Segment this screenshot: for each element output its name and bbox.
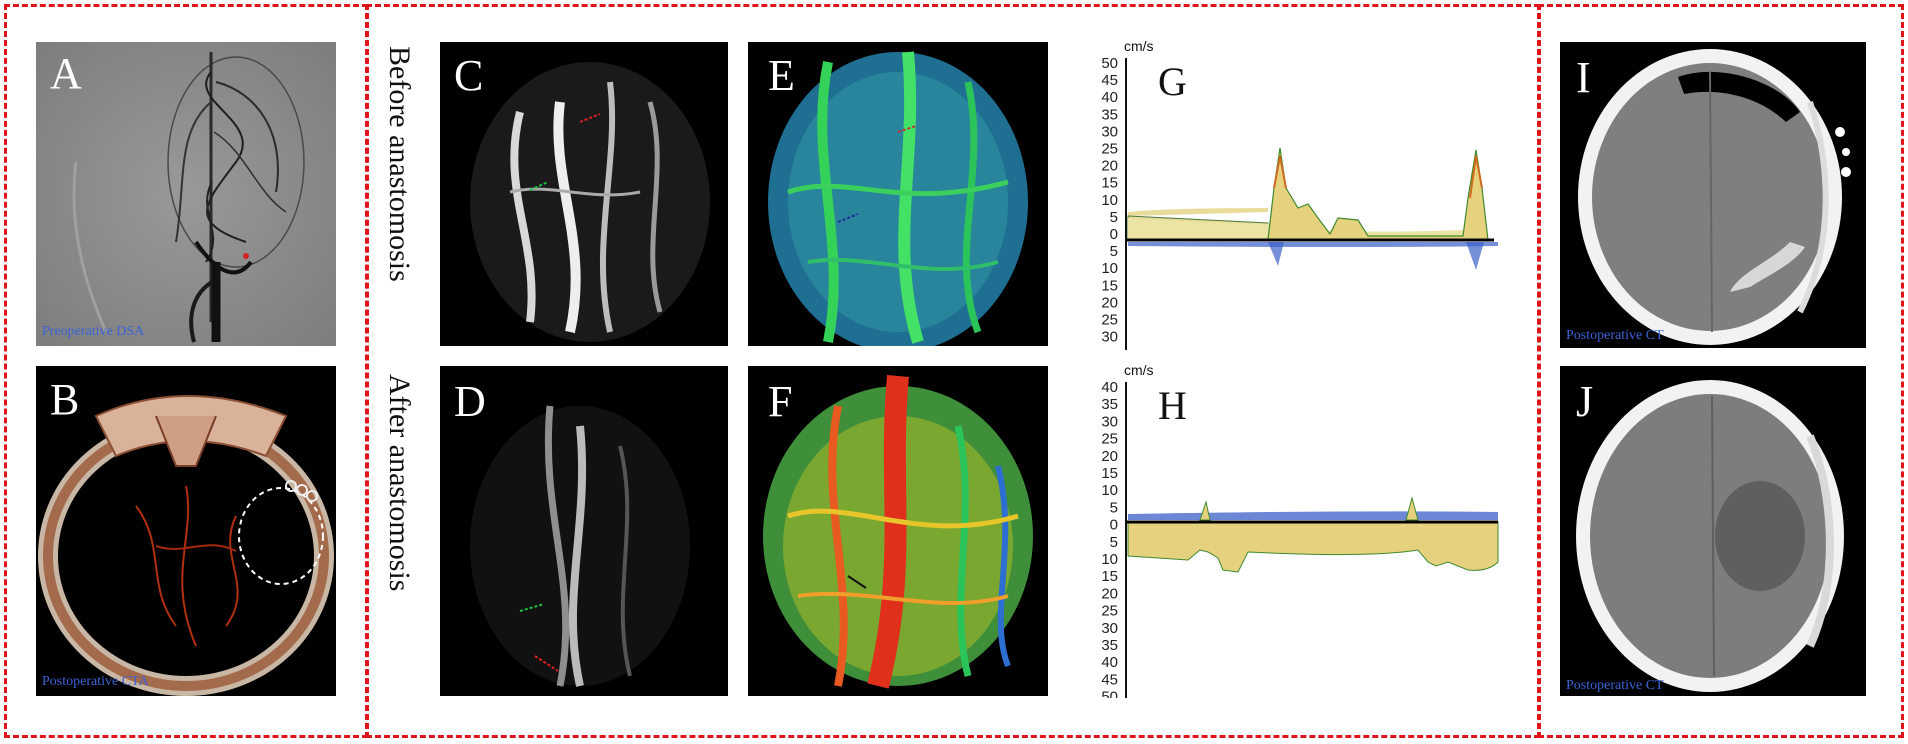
panel-h-letter: H	[1158, 383, 1187, 428]
doppler-tick-label: 45	[1101, 72, 1118, 89]
doppler-tick-label: 20	[1101, 448, 1118, 465]
panel-i-caption: Postoperative CT	[1566, 328, 1664, 343]
panel-f-letter: F	[768, 377, 793, 426]
panel-j-ct-image: J Postoperative CT	[1560, 366, 1866, 696]
icg-before-graphic	[470, 62, 710, 342]
panel-c-icg-image: C	[440, 42, 728, 346]
panel-d-icg-image: D	[440, 366, 728, 696]
doppler-tick-label: 30	[1101, 413, 1118, 430]
panel-h-unit: cm/s	[1124, 362, 1154, 378]
doppler-tick-label: 40	[1101, 654, 1118, 671]
panel-j-caption: Postoperative CT	[1566, 678, 1664, 693]
doppler-tick-label: 10	[1101, 260, 1118, 277]
doppler-tick-label: 40	[1101, 89, 1118, 106]
panel-c-letter: C	[454, 51, 484, 100]
doppler-tick-label: 10	[1101, 551, 1118, 568]
doppler-tick-label: 0	[1110, 226, 1118, 243]
doppler-tick-label: 30	[1101, 620, 1118, 637]
doppler-tick-label: 35	[1101, 637, 1118, 654]
ct-axial-i-graphic	[1578, 49, 1851, 345]
panel-i-ct-image: I Postoperative CT	[1560, 42, 1866, 348]
panel-f-flow-map: F	[748, 366, 1048, 696]
doppler-tick-label: 10	[1101, 482, 1118, 499]
doppler-tick-label: 25	[1101, 431, 1118, 448]
panel-i-letter: I	[1576, 53, 1591, 102]
panel-h-doppler: 40 35 30 25 20 15 10 5 0 5 10 15 20 25 30 35 40 45 50 H cm…	[1068, 362, 1506, 698]
doppler-tick-label: 20	[1101, 294, 1118, 311]
doppler-tick-label: 15	[1101, 175, 1118, 192]
panel-g-letter: G	[1158, 59, 1187, 104]
panel-b-cta-image: B Postoperative CTA	[36, 366, 336, 696]
row-label-after: After anastomosis	[383, 374, 416, 592]
doppler-tick-label: 30	[1101, 123, 1118, 140]
ct-axial-j-graphic	[1576, 380, 1844, 692]
doppler-tick-label: 10	[1101, 192, 1118, 209]
doppler-tick-label: 45	[1101, 671, 1118, 688]
doppler-tick-label: 5	[1110, 209, 1118, 226]
doppler-tick-label: 20	[1101, 585, 1118, 602]
panel-a-caption: Preoperative DSA	[42, 324, 145, 339]
doppler-tick-label: 15	[1101, 465, 1118, 482]
right-section-frame	[1538, 4, 1904, 738]
doppler-tick-label: 30	[1101, 329, 1118, 346]
row-label-before: Before anastomosis	[383, 46, 416, 282]
doppler-tick-label: 20	[1101, 158, 1118, 175]
doppler-tick-label: 15	[1101, 568, 1118, 585]
doppler-tick-label: 35	[1101, 396, 1118, 413]
doppler-tick-label: 0	[1110, 517, 1118, 534]
dsa-angiogram-graphic	[36, 42, 336, 346]
doppler-tick-label: 50	[1101, 55, 1118, 72]
panel-b-letter: B	[50, 375, 80, 424]
doppler-tick-label: 35	[1101, 106, 1118, 123]
doppler-tick-label: 40	[1101, 379, 1118, 396]
panel-a-dsa-image: A Preoperative DSA	[36, 42, 336, 346]
panel-d-letter: D	[454, 377, 486, 426]
doppler-tick-label: 25	[1101, 141, 1118, 158]
panel-g-doppler: 50 45 40 35 30 25 20 15 10 5 0 5 10 15 20 25 30 G cm/s	[1068, 38, 1506, 350]
doppler-tick-label: 5	[1110, 243, 1118, 260]
flow-map-before-graphic	[768, 51, 1028, 346]
panel-e-flow-map: E	[748, 42, 1048, 346]
doppler-tick-label: 5	[1110, 534, 1118, 551]
panel-e-letter: E	[768, 51, 795, 100]
panel-g-unit: cm/s	[1124, 38, 1154, 54]
doppler-tick-label: 5	[1110, 499, 1118, 516]
doppler-tick-label: 50	[1101, 689, 1118, 698]
flow-map-after-graphic	[763, 375, 1033, 689]
cta-skull-graphic	[38, 395, 334, 696]
doppler-tick-label: 25	[1101, 603, 1118, 620]
doppler-tick-label: 15	[1101, 277, 1118, 294]
panel-a-letter: A	[50, 49, 82, 98]
panel-j-letter: J	[1576, 377, 1594, 426]
panel-b-caption: Postoperative CTA	[42, 674, 149, 689]
icg-after-graphic	[470, 405, 690, 687]
doppler-tick-label: 25	[1101, 312, 1118, 329]
